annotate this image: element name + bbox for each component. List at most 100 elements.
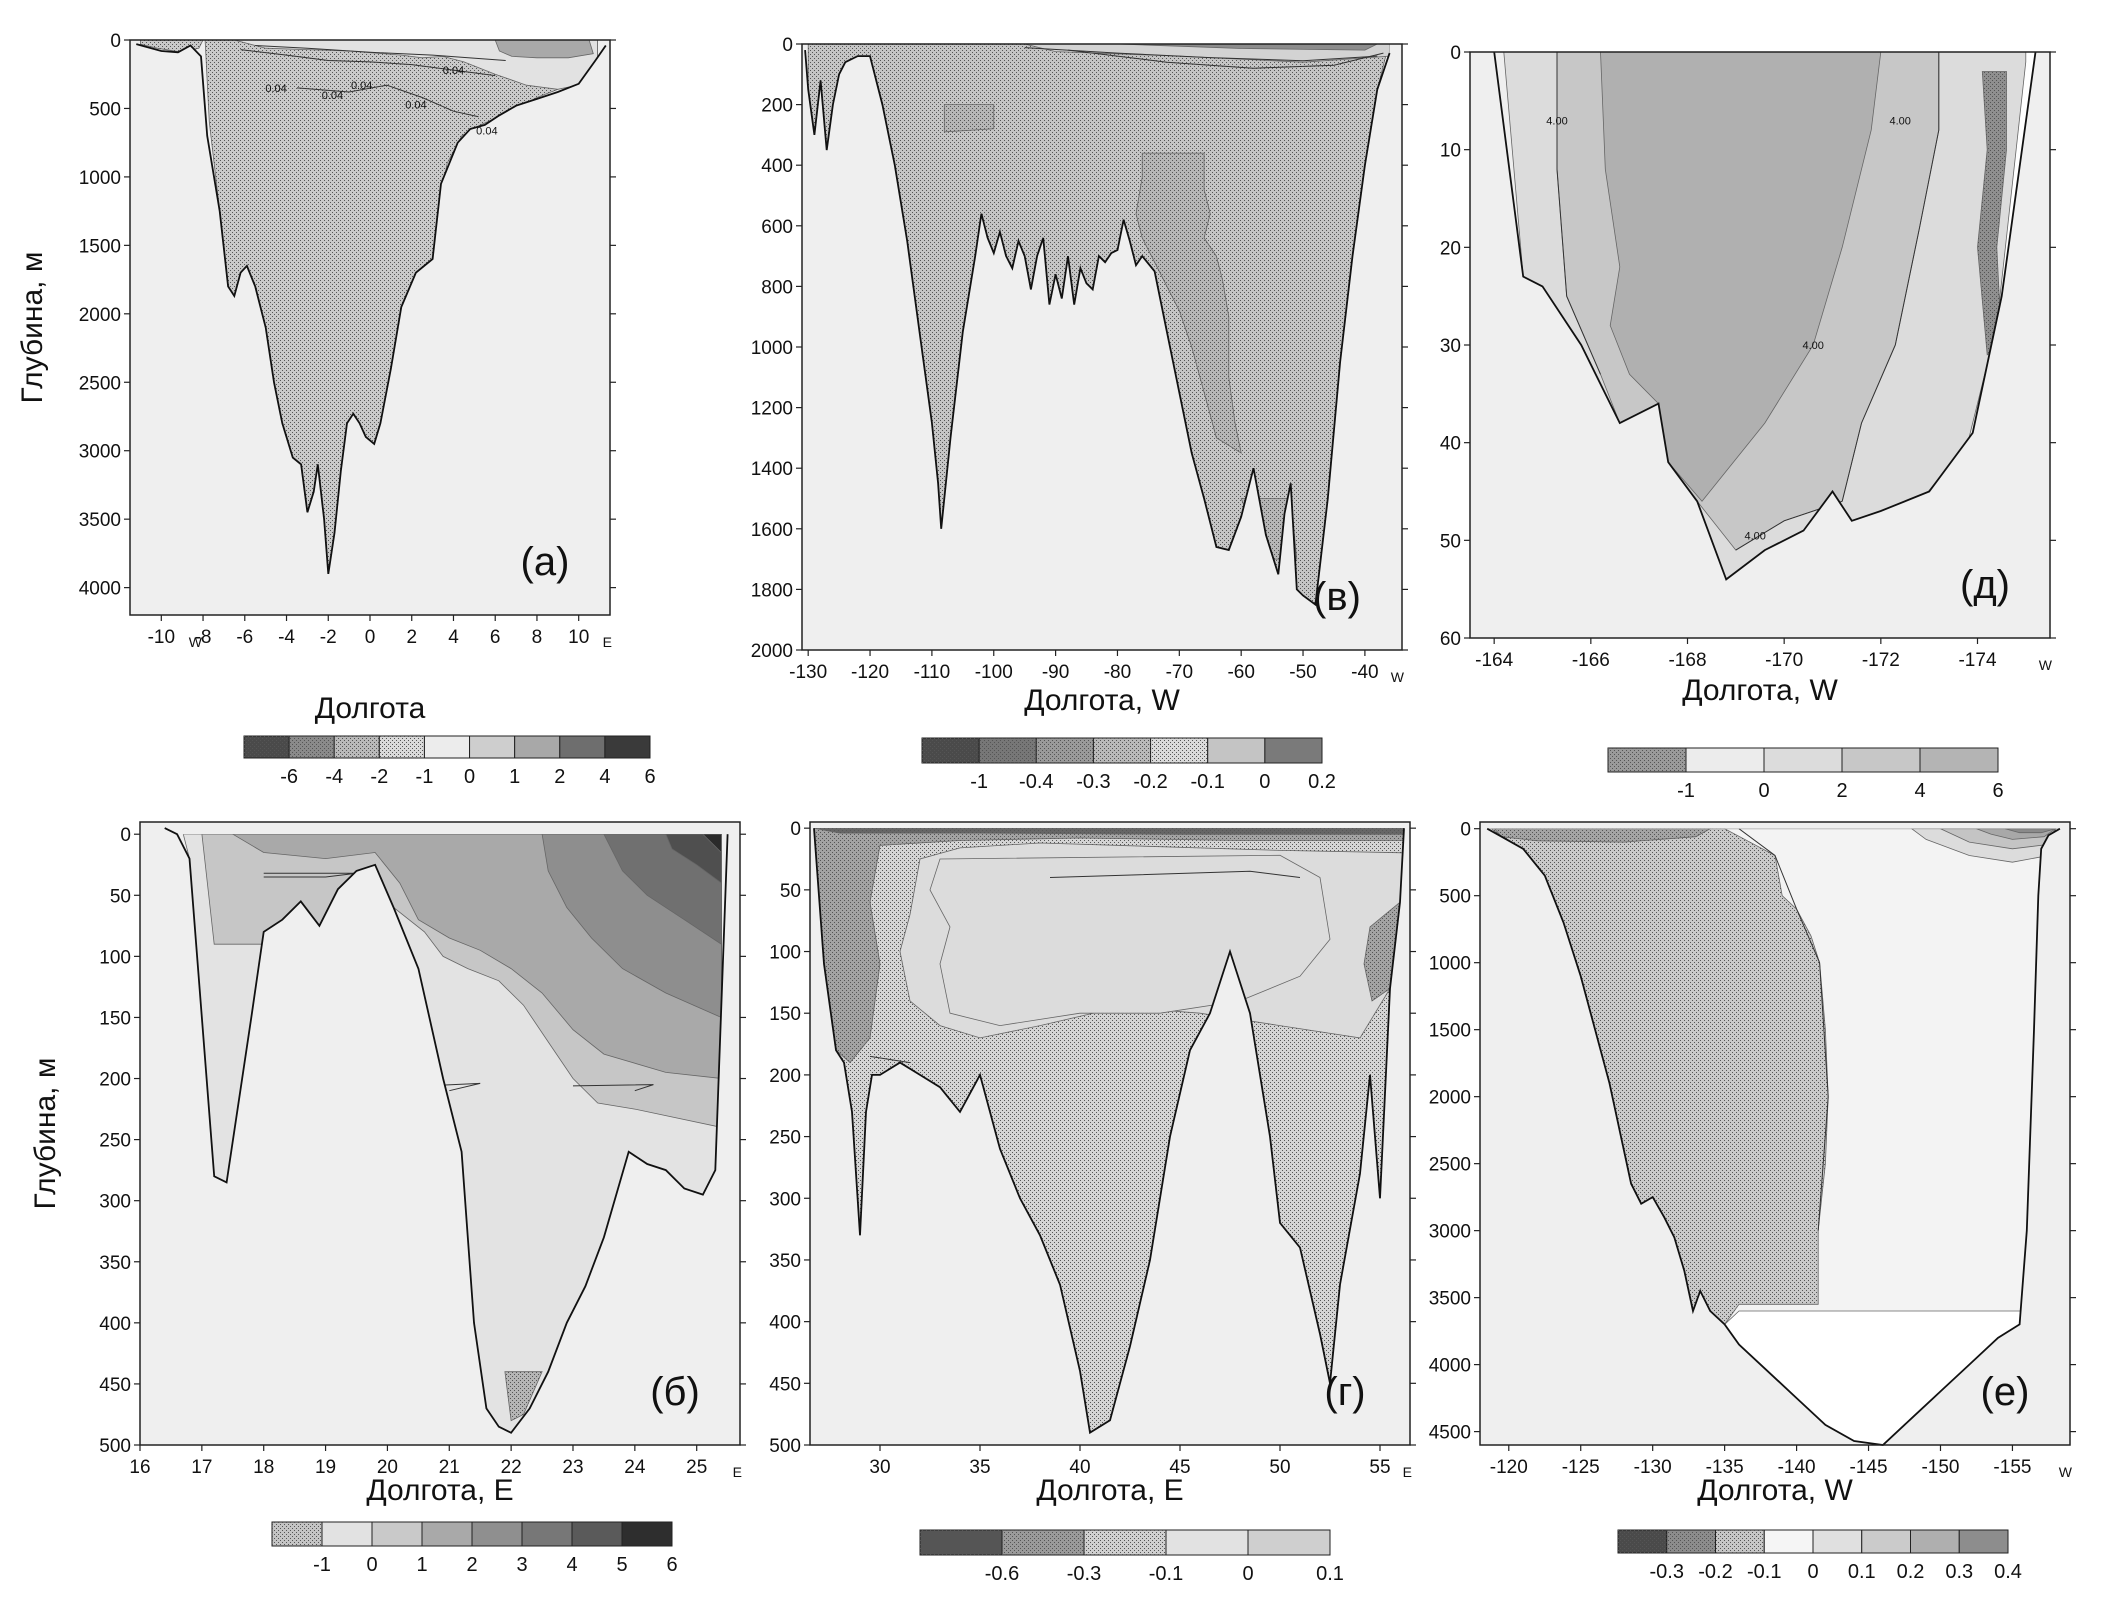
y-tick-label: 150 [769, 1004, 801, 1025]
y-tick-label: 400 [769, 1313, 801, 1334]
legend-swatch [514, 735, 561, 759]
bathymetry-line [136, 43, 607, 575]
layer-d-2 [1600, 52, 1882, 502]
contour-line-b-0 [263, 872, 357, 878]
bathymetry-line [813, 828, 1405, 1435]
x-tick-label: 23 [562, 1457, 583, 1478]
contour-label: 4.00 [1744, 530, 1765, 542]
contour-line-b-3 [572, 1084, 654, 1092]
bathymetry-line [1486, 827, 2061, 1446]
legend-swatch [1247, 1529, 1331, 1556]
y-tick-label: 50 [780, 881, 801, 902]
panel-label: (д) [1960, 563, 2010, 607]
legend-swatch [604, 735, 651, 759]
y-tick-label: 200 [99, 1070, 131, 1091]
legend-label: 4 [1914, 780, 1925, 802]
y-tick-label: 10 [1440, 141, 1461, 162]
legend-swatch [1207, 737, 1266, 764]
contour-label: 0.04 [322, 90, 343, 102]
contour-label: 0.04 [405, 99, 426, 111]
legend-label: 0 [1758, 780, 1769, 802]
legend-label: -0.4 [1019, 771, 1053, 793]
legend-swatch [1763, 747, 1843, 773]
legend-label: 0.1 [1316, 1563, 1344, 1585]
x-tick-label: 40 [1069, 1457, 1090, 1478]
y-tick-label: 200 [761, 96, 793, 117]
x-edge-label-right: W [1391, 669, 1405, 685]
layer-a-3 [494, 40, 594, 59]
y-tick-label: 3000 [79, 442, 121, 463]
contour-line-g-1 [869, 1055, 911, 1064]
legend-swatch [321, 1521, 373, 1547]
x-edge-label-right: E [603, 634, 612, 650]
y-tick-label: 0 [782, 35, 793, 56]
legend-swatch [1165, 1529, 1249, 1556]
y-tick-label: 4500 [1429, 1423, 1471, 1444]
x-axis-label: Долгота [315, 692, 426, 725]
field-layers [1487, 828, 2060, 1445]
layer-v-5 [1117, 44, 1378, 51]
contour-label: 4.00 [1889, 115, 1910, 127]
x-tick-label: 16 [129, 1457, 150, 1478]
x-tick-label: -4 [278, 627, 295, 648]
x-axis-label: Долгота, E [366, 1474, 513, 1507]
legend-label: 4 [566, 1554, 577, 1576]
x-tick-label: 50 [1269, 1457, 1290, 1478]
x-tick-label: -168 [1668, 650, 1706, 671]
y-tick-label: 500 [769, 1436, 801, 1457]
y-tick-label: 1000 [751, 338, 793, 359]
legend-label: -1 [313, 1554, 331, 1576]
legend-swatch [1910, 1529, 1960, 1554]
x-tick-label: 35 [969, 1457, 990, 1478]
panel-d: 4.00 4.00 4.00 4.00 0 10 20 30 40 50 60 -164 -166 -16… [1440, 43, 2056, 707]
y-tick-label: 300 [769, 1189, 801, 1210]
x-tick-label: -120 [851, 662, 889, 683]
field-layers [182, 833, 722, 1433]
panel-label: (б) [650, 1370, 700, 1414]
x-tick-label: -164 [1475, 650, 1513, 671]
contour-line-v-0 [1024, 47, 1378, 62]
panel-label: (г) [1324, 1370, 1365, 1414]
x-tick-label: 17 [191, 1457, 212, 1478]
y-tick-label: 50 [1440, 531, 1461, 552]
y-tick-label: 0 [110, 31, 121, 52]
x-tick-label: -130 [789, 662, 827, 683]
x-tick-label: -70 [1166, 662, 1193, 683]
x-tick-label: 10 [568, 627, 589, 648]
x-tick-label: 21 [439, 1457, 460, 1478]
y-tick-label: 150 [99, 1008, 131, 1029]
legend-swatch-hatch [379, 736, 425, 758]
layer-hatch-e-1 [1491, 828, 1829, 1325]
x-tick-label: -172 [1862, 650, 1900, 671]
layer-hatch-g-7 [814, 828, 1404, 835]
layer-hatch-e-2 [1494, 828, 1711, 843]
contour-line-e-0 [1738, 828, 1829, 1231]
y-tick-label: 500 [89, 99, 121, 120]
legend-label: 2 [554, 766, 565, 788]
x-edge-label-right: E [1403, 1464, 1412, 1480]
legend-swatch-hatch [1618, 1530, 1667, 1553]
x-tick-label: 8 [532, 627, 543, 648]
legend-swatch-hatch [1036, 738, 1094, 763]
legend-label: 6 [644, 766, 655, 788]
legend-swatch-hatch [1084, 1530, 1166, 1555]
legend-label: 0.2 [1308, 771, 1336, 793]
legend-label: -0.1 [1149, 1563, 1183, 1585]
legend-v: -1 -0.4 -0.3 -0.2 -0.1 0 0.2 [921, 737, 1336, 793]
legend-a: -6 -4 -2 -1 0 1 2 4 6 [243, 735, 656, 788]
y-tick-label: 0 [1450, 43, 1461, 64]
x-tick-label: 25 [686, 1457, 707, 1478]
field-layers [1503, 52, 2036, 580]
panel-g: 0 50 100 150 200 250 300 350 400 450 500 30 35 40 45 50… [769, 819, 1416, 1507]
legend-swatch-hatch [272, 1522, 322, 1546]
legend-swatch [1812, 1529, 1863, 1554]
legend-swatch [621, 1521, 673, 1547]
y-tick-label: 3500 [79, 510, 121, 531]
x-tick-label: 0 [365, 627, 376, 648]
legend-g: -0.6 -0.3 -0.1 0 0.1 [919, 1529, 1344, 1585]
x-edge-label-right: W [2059, 1464, 2073, 1480]
x-tick-label: -6 [236, 627, 253, 648]
legend-swatch [471, 1521, 523, 1547]
